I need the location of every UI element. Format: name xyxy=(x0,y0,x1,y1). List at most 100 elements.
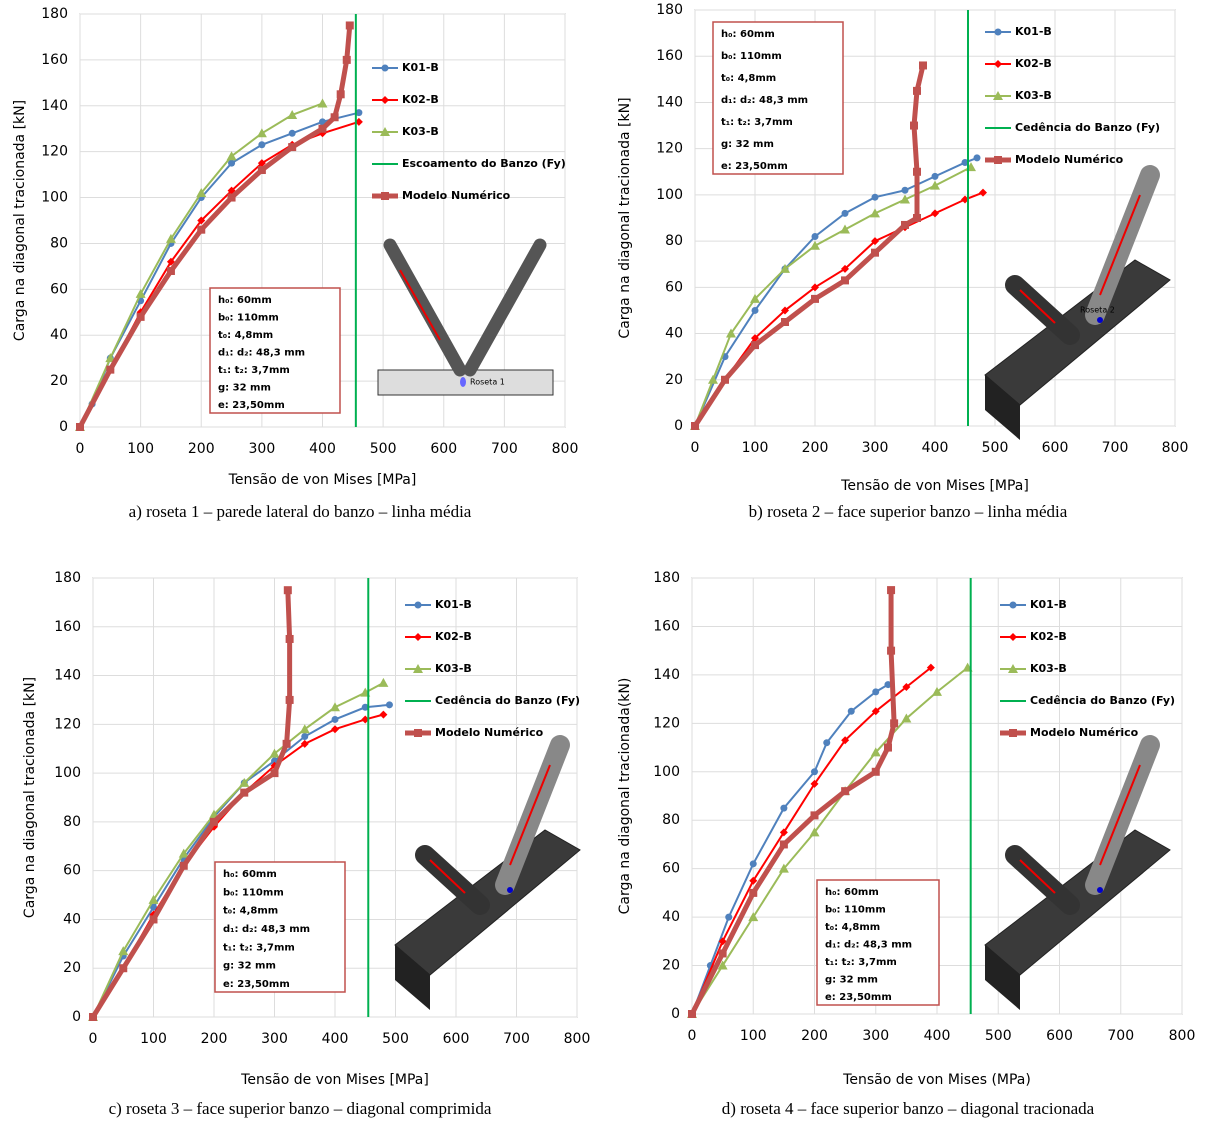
point xyxy=(901,221,909,229)
x-axis-title: Tensão de von Mises [MPa] xyxy=(840,478,1029,494)
y-tick-label: 120 xyxy=(54,716,81,732)
legend-label: K02-B xyxy=(402,93,439,106)
y-tick-label: 100 xyxy=(54,765,81,781)
legend-label: Modelo Numérico xyxy=(435,726,544,739)
point xyxy=(811,811,819,819)
y-tick-label: 40 xyxy=(665,326,683,342)
caption: d) roseta 4 – face superior banzo – diag… xyxy=(722,1099,1095,1118)
point xyxy=(725,914,732,921)
point xyxy=(286,696,294,704)
point xyxy=(721,376,729,384)
y-tick-label: 180 xyxy=(656,2,683,18)
parameter-text: b₀: 110mm xyxy=(721,51,782,62)
point xyxy=(751,341,759,349)
parameter-text: d₁: d₂: 48,3 mm xyxy=(218,348,305,359)
parameter-text: e: 23,50mm xyxy=(825,992,892,1003)
y-tick-label: 60 xyxy=(665,279,683,295)
point xyxy=(343,56,351,64)
x-tick-label: 0 xyxy=(688,1028,697,1044)
point xyxy=(780,840,788,848)
y-tick-label: 40 xyxy=(63,911,81,927)
point xyxy=(319,125,327,133)
x-tick-label: 400 xyxy=(322,1031,349,1047)
point xyxy=(283,740,291,748)
point xyxy=(913,168,921,176)
legend-label: Modelo Numérico xyxy=(1030,726,1139,739)
parameter-text: h₀: 60mm xyxy=(218,295,272,306)
point xyxy=(913,214,921,222)
parameter-text: g: 32 mm xyxy=(825,975,878,986)
parameter-text: h₀: 60mm xyxy=(721,29,775,40)
point xyxy=(842,210,849,217)
point xyxy=(887,586,895,594)
point xyxy=(841,787,849,795)
x-tick-label: 100 xyxy=(742,440,769,456)
y-tick-label: 120 xyxy=(656,141,683,157)
x-axis-title: Tensão de von Mises [MPa] xyxy=(228,472,417,488)
parameter-text: t₁: t₂: 3,7mm xyxy=(721,117,793,128)
rosette xyxy=(460,377,466,387)
legend-label: K03-B xyxy=(435,662,472,675)
y-axis-title: Carga na diagonal tracionada [kN] xyxy=(617,97,633,338)
legend-label: Cedência do Banzo (Fy) xyxy=(1015,121,1160,134)
chart-panel: 0204060801001201401601800100200300400500… xyxy=(617,570,1195,1118)
point xyxy=(974,154,981,161)
legend-marker xyxy=(382,65,389,72)
point xyxy=(848,708,855,715)
x-tick-label: 800 xyxy=(1162,440,1189,456)
point xyxy=(841,276,849,284)
point xyxy=(752,307,759,314)
y-tick-label: 80 xyxy=(665,233,683,249)
point xyxy=(228,194,236,202)
caption: a) roseta 1 – parede lateral do banzo – … xyxy=(129,502,472,521)
point xyxy=(258,166,266,174)
y-tick-label: 80 xyxy=(662,812,680,828)
y-tick-label: 160 xyxy=(653,618,680,634)
y-tick-label: 20 xyxy=(50,373,68,389)
x-tick-label: 0 xyxy=(89,1031,98,1047)
y-tick-label: 20 xyxy=(63,960,81,976)
y-tick-label: 0 xyxy=(674,418,683,434)
parameter-text: b₀: 110mm xyxy=(218,313,279,324)
point xyxy=(750,860,757,867)
point xyxy=(890,719,898,727)
point xyxy=(386,701,393,708)
parameter-text: e: 23,50mm xyxy=(721,161,788,172)
point xyxy=(337,90,345,98)
x-tick-label: 700 xyxy=(503,1031,530,1047)
x-tick-label: 300 xyxy=(862,1028,889,1044)
x-tick-label: 200 xyxy=(801,1028,828,1044)
point xyxy=(271,769,279,777)
parameter-text: g: 32 mm xyxy=(218,383,271,394)
point xyxy=(811,768,818,775)
y-axis-title: Carga na diagonal tracionada [kN] xyxy=(12,100,28,341)
y-tick-label: 140 xyxy=(54,668,81,684)
parameter-text: d₁: d₂: 48,3 mm xyxy=(825,940,912,951)
y-tick-label: 60 xyxy=(662,861,680,877)
point xyxy=(812,233,819,240)
legend-label: Cedência do Banzo (Fy) xyxy=(1030,694,1175,707)
x-tick-label: 700 xyxy=(1102,440,1129,456)
x-tick-label: 800 xyxy=(552,441,579,457)
x-tick-label: 700 xyxy=(491,441,518,457)
point xyxy=(288,143,296,151)
x-tick-label: 0 xyxy=(76,441,85,457)
point xyxy=(872,768,880,776)
legend-marker xyxy=(1009,729,1017,737)
y-tick-label: 120 xyxy=(653,715,680,731)
y-tick-label: 120 xyxy=(41,144,68,160)
rosette xyxy=(507,887,513,893)
legend-marker xyxy=(995,29,1002,36)
point xyxy=(691,422,699,430)
x-axis-title: Tensão de von Mises [MPa] xyxy=(240,1072,429,1088)
y-tick-label: 160 xyxy=(54,619,81,635)
y-tick-label: 140 xyxy=(41,98,68,114)
x-tick-label: 500 xyxy=(382,1031,409,1047)
x-tick-label: 700 xyxy=(1107,1028,1134,1044)
y-tick-label: 100 xyxy=(41,190,68,206)
parameter-text: t₀: 4,8mm xyxy=(218,330,273,341)
y-tick-label: 80 xyxy=(63,814,81,830)
point xyxy=(884,744,892,752)
point xyxy=(910,122,918,130)
y-tick-label: 20 xyxy=(665,372,683,388)
